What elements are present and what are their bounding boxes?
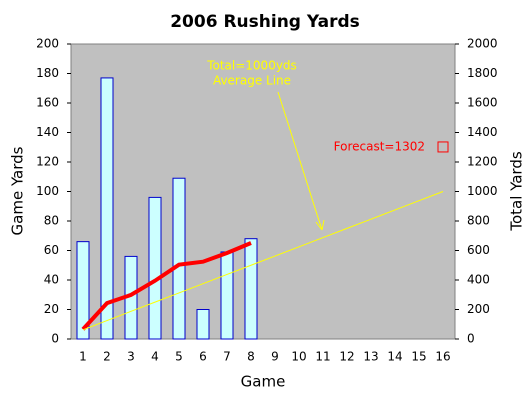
y2-axis-title: Total Yards <box>508 151 526 232</box>
annotation: Average Line <box>213 74 291 88</box>
bar <box>76 241 90 340</box>
y2-tick-label: 600 <box>467 243 490 257</box>
x-tick-label: 7 <box>223 350 231 364</box>
bar <box>100 77 114 340</box>
y-tick-label: 120 <box>36 155 59 169</box>
x-tick-label: 2 <box>103 350 111 364</box>
y2-tick-label: 0 <box>467 332 475 346</box>
x-tick-label: 10 <box>291 350 306 364</box>
x-tick-label: 15 <box>411 350 426 364</box>
annotation: Forecast=1302 <box>334 139 425 153</box>
y-tick-label: 160 <box>36 96 59 110</box>
x-tick-label: 11 <box>315 350 330 364</box>
x-axis-title: Game <box>241 373 286 391</box>
y2-tick-label: 200 <box>467 302 490 316</box>
x-tick-label: 1 <box>79 350 87 364</box>
y-tick-label: 0 <box>51 332 59 346</box>
bar <box>196 309 210 340</box>
marker <box>437 141 449 153</box>
y2-tick-label: 1200 <box>467 155 498 169</box>
y2-tick-label: 1800 <box>467 66 498 80</box>
x-tick-label: 5 <box>175 350 183 364</box>
y-tick-label: 20 <box>44 302 59 316</box>
y-tick-label: 80 <box>44 214 59 228</box>
x-tick-label: 14 <box>387 350 402 364</box>
line <box>82 191 444 331</box>
y2-tick-label: 800 <box>467 214 490 228</box>
chart-title: 2006 Rushing Yards <box>170 12 360 32</box>
y-tick-label: 100 <box>36 184 59 198</box>
line <box>81 241 252 331</box>
y-tick-label: 60 <box>44 243 59 257</box>
bar <box>244 238 258 340</box>
annotation-arrow <box>277 91 323 231</box>
y2-tick-label: 1400 <box>467 125 498 139</box>
y-tick-label: 200 <box>36 37 59 51</box>
x-tick-label: 3 <box>127 350 135 364</box>
x-tick-label: 4 <box>151 350 159 364</box>
y2-tick-label: 2000 <box>467 37 498 51</box>
y-tick-label: 180 <box>36 66 59 80</box>
y-tick-label: 140 <box>36 125 59 139</box>
annotation-arrowhead <box>315 219 325 231</box>
y-axis-title: Game Yards <box>9 146 27 235</box>
x-tick-label: 6 <box>199 350 207 364</box>
annotation: Total=1000yds <box>206 59 297 73</box>
x-tick-label: 8 <box>247 350 255 364</box>
x-tick-label: 13 <box>363 350 378 364</box>
bar <box>172 177 186 340</box>
bar <box>220 251 234 340</box>
x-tick-label: 9 <box>271 350 279 364</box>
y-tick-label: 40 <box>44 273 59 287</box>
x-tick-label: 12 <box>339 350 354 364</box>
y2-tick-label: 400 <box>467 273 490 287</box>
y2-tick-label: 1600 <box>467 96 498 110</box>
bar <box>148 196 162 340</box>
y2-tick-label: 1000 <box>467 184 498 198</box>
x-tick-label: 16 <box>435 350 450 364</box>
